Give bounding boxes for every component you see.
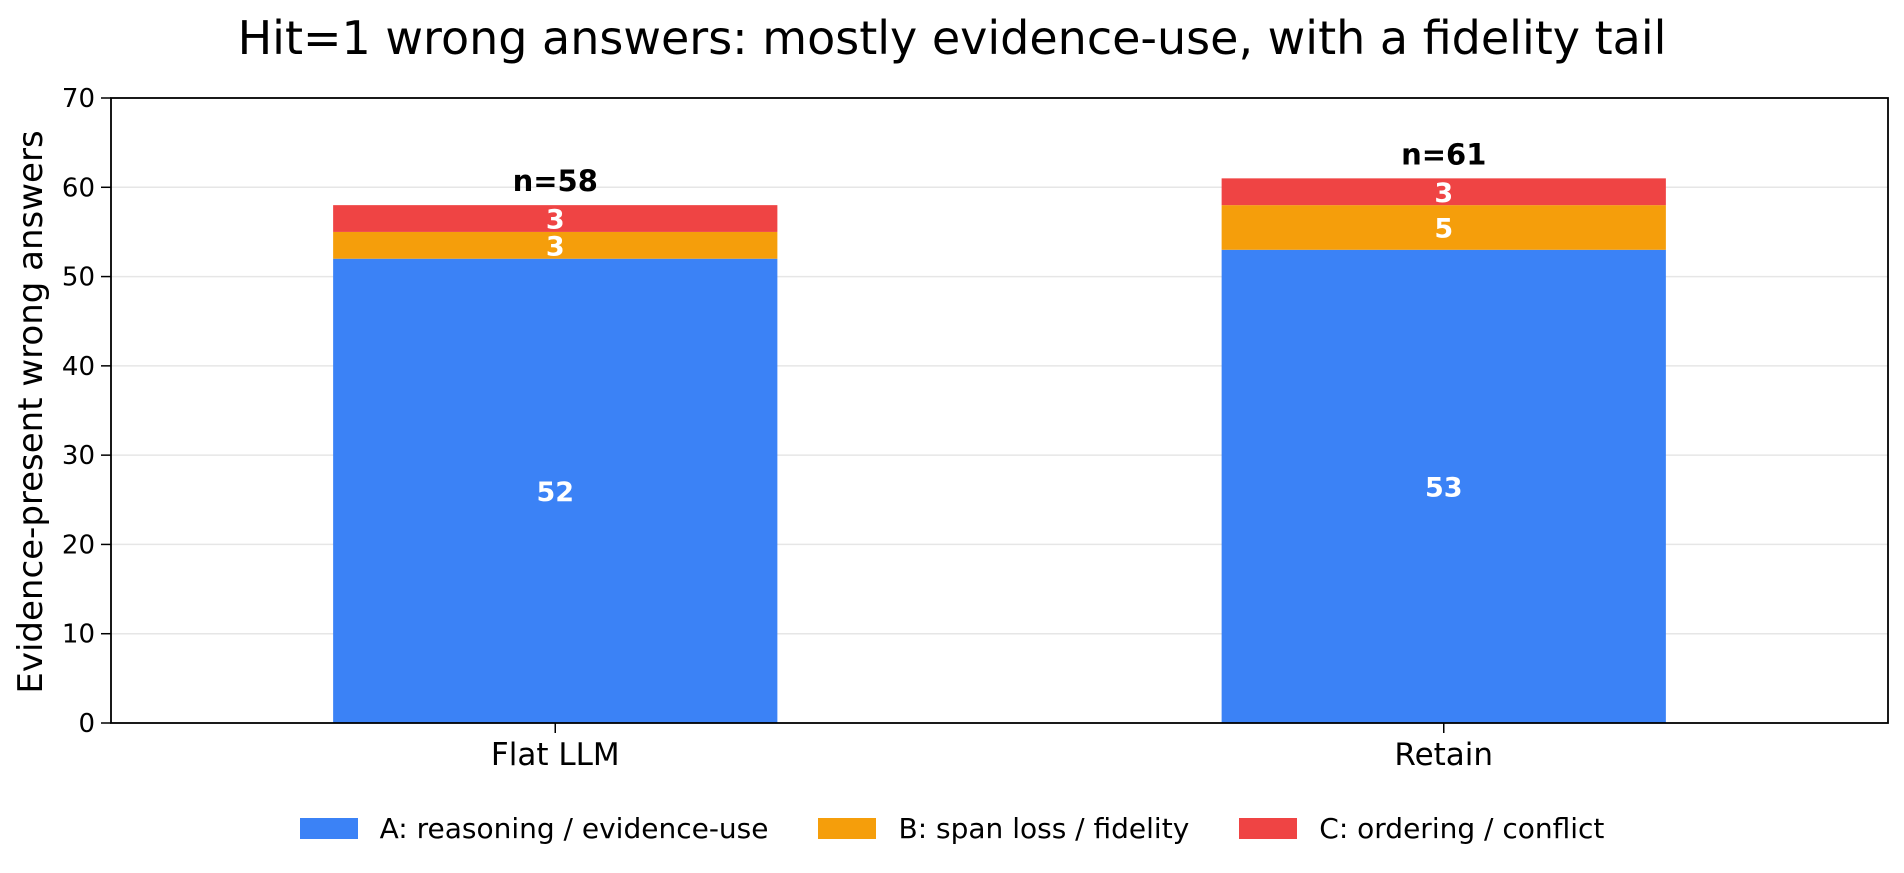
segment-value-label: 52 <box>536 477 574 508</box>
y-tick-label: 40 <box>62 352 95 382</box>
bar-segment <box>333 205 778 232</box>
y-tick-label: 50 <box>62 263 95 293</box>
legend-label: B: span loss / fidelity <box>898 812 1190 845</box>
axes: 0 10 20 30 40 50 60 70 Flat LLM Retain <box>62 84 1889 773</box>
bars <box>333 178 1666 724</box>
segment-value-label: 3 <box>546 231 565 262</box>
y-tick-label: 70 <box>62 84 95 114</box>
bar-segment <box>1221 178 1666 206</box>
x-tick-label: Retain <box>1394 737 1493 773</box>
segment-value-label: 3 <box>1434 178 1453 209</box>
y-tick-label: 0 <box>78 709 95 739</box>
legend-item: C: ordering / conflict <box>1239 812 1604 845</box>
segment-value-label: 53 <box>1425 472 1463 503</box>
bar-segment <box>333 258 778 723</box>
bar-segment <box>1221 205 1666 250</box>
legend: A: reasoning / evidence-use B: span loss … <box>0 812 1904 845</box>
bar-segment <box>1221 249 1666 724</box>
legend-label: A: reasoning / evidence-use <box>379 812 769 845</box>
x-tick-label: Flat LLM <box>491 737 620 773</box>
legend-swatch <box>818 818 877 839</box>
plot-frame <box>110 97 1889 724</box>
y-tick-label: 10 <box>62 620 95 650</box>
legend-item: A: reasoning / evidence-use <box>299 812 769 845</box>
y-tick-label: 60 <box>62 173 95 203</box>
y-tick-label: 20 <box>62 530 95 560</box>
chart-title: Hit=1 wrong answers: mostly evidence-use… <box>237 11 1667 65</box>
segment-value-label: 3 <box>546 205 565 236</box>
legend-item: B: span loss / fidelity <box>818 812 1189 845</box>
segment-value-label: 5 <box>1434 213 1453 244</box>
legend-swatch <box>1239 818 1298 839</box>
y-axis-label: Evidence-present wrong answers <box>11 130 51 693</box>
legend-label: C: ordering / conflict <box>1319 812 1605 845</box>
legend-swatch <box>299 818 358 839</box>
total-label: n=58 <box>513 164 598 198</box>
bar-segment <box>333 231 778 259</box>
total-label: n=61 <box>1401 137 1486 171</box>
y-tick-label: 30 <box>62 441 95 471</box>
